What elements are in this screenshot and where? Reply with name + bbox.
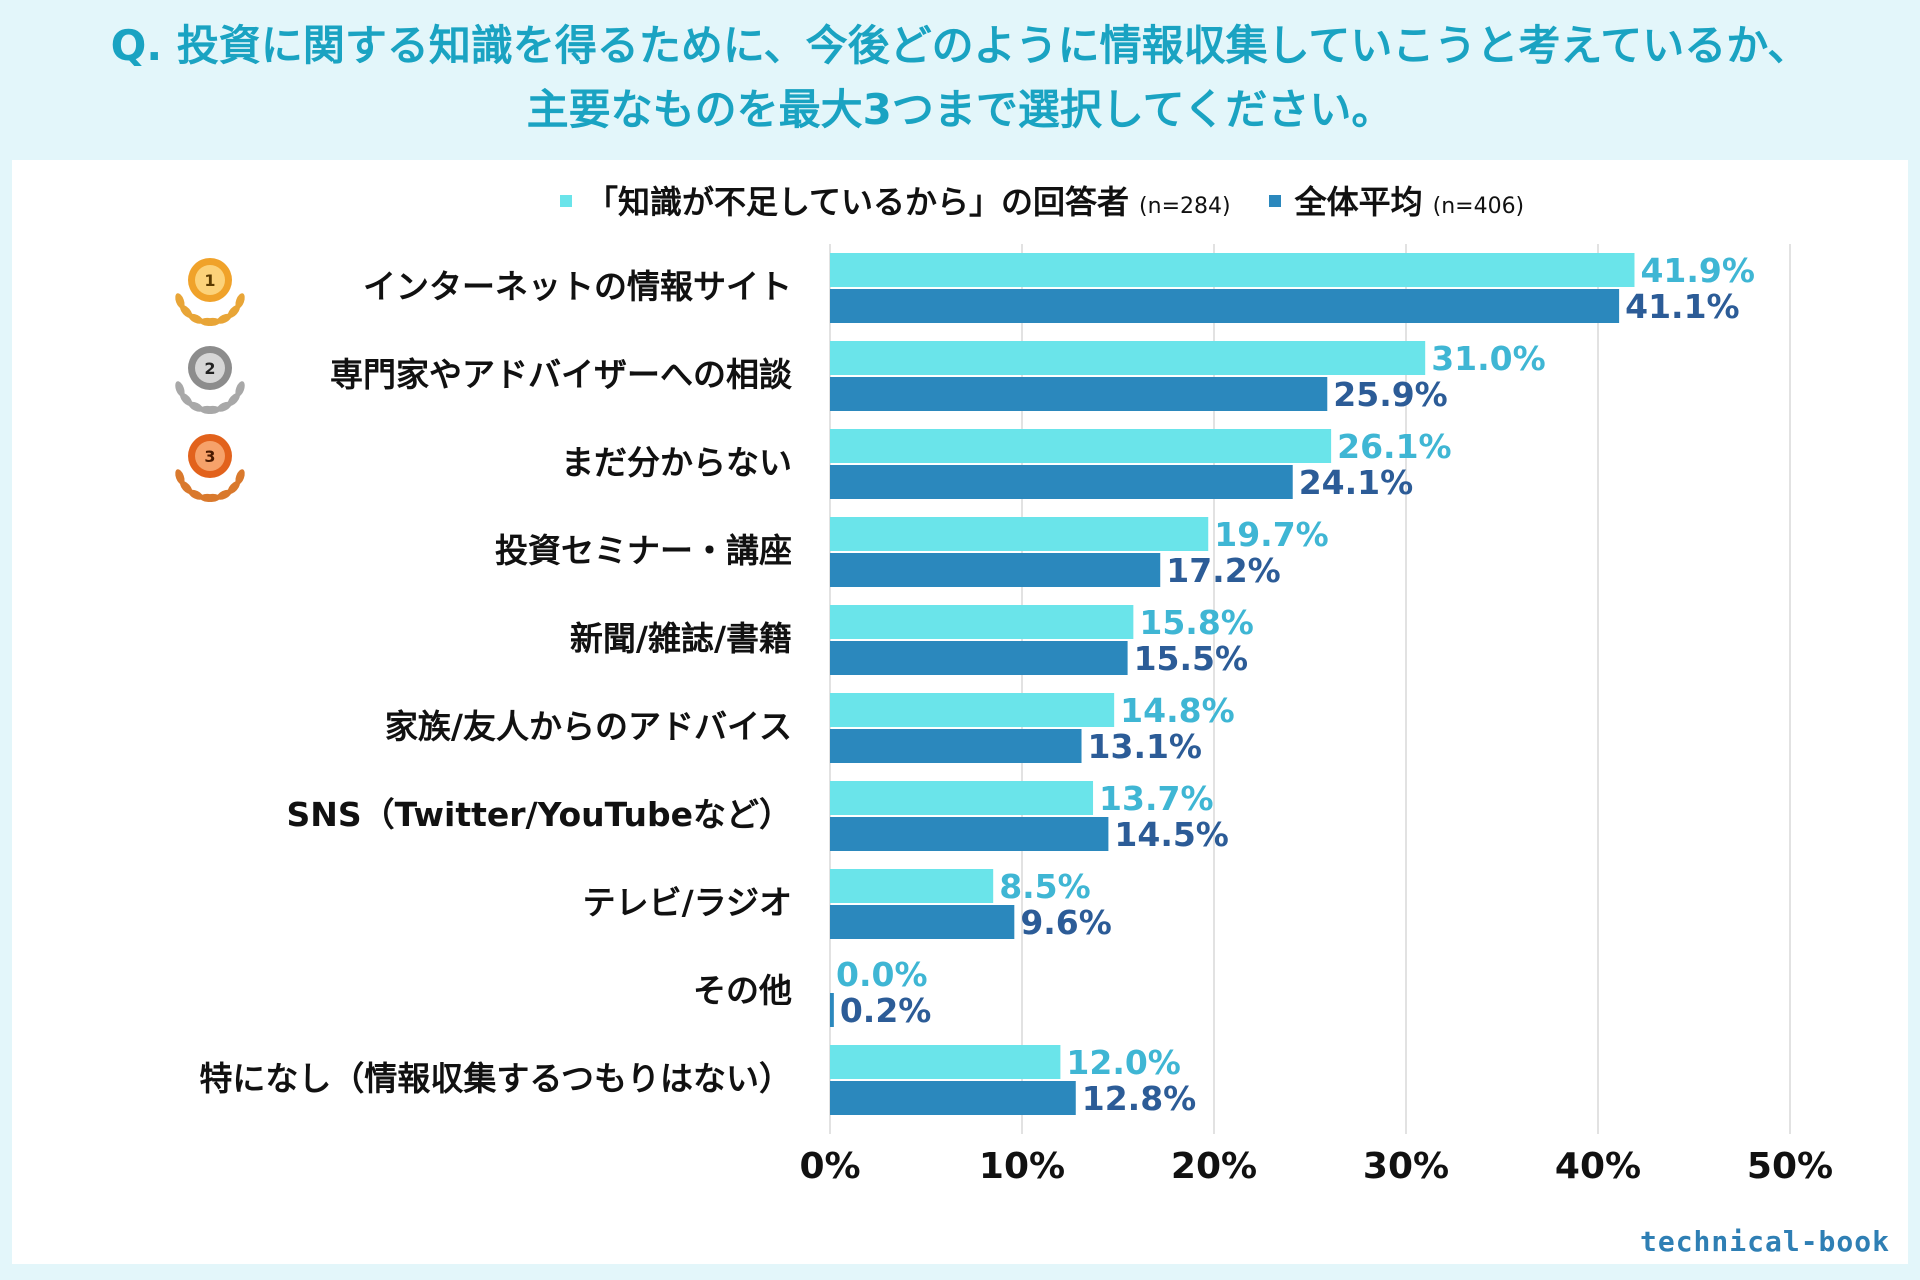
value-label-series2: 17.2% (1166, 551, 1281, 590)
wreath-leaf (235, 469, 245, 485)
wreath-leaf (204, 493, 221, 502)
x-tick-label: 0% (799, 1146, 860, 1187)
legend: 「知識が不足しているから」の回答者 (n=284) 全体平均 (n=406) (560, 175, 1524, 225)
value-label-series1: 15.8% (1139, 603, 1254, 642)
value-label-series2: 9.6% (1020, 903, 1112, 942)
value-label-series2: 12.8% (1082, 1079, 1197, 1118)
bar-series1 (830, 1045, 1061, 1079)
chart-title: Q. 投資に関する知識を得るために、今後どのように情報収集していこうと考えている… (0, 14, 1920, 142)
bar-series2 (830, 817, 1109, 851)
value-label-series1: 31.0% (1431, 339, 1546, 378)
bar-series2 (830, 1081, 1076, 1115)
bar-series1 (830, 517, 1209, 551)
wreath-leaf (235, 381, 245, 397)
value-label-series1: 19.7% (1214, 515, 1329, 554)
wreath-leaf (204, 405, 221, 414)
wreath-leaf (188, 401, 204, 412)
medal-rank: 2 (204, 359, 215, 378)
title-line-2: 主要なものを最大3つまで選択してください。 (526, 85, 1394, 134)
bar-series1 (830, 781, 1094, 815)
medal-inner (195, 353, 225, 383)
bar-series1 (830, 869, 994, 903)
bar-series2 (830, 729, 1082, 763)
value-label-series1: 12.0% (1066, 1043, 1181, 1082)
bar-series1 (830, 253, 1635, 287)
value-label-series2: 25.9% (1333, 375, 1448, 414)
x-tick-label: 30% (1363, 1146, 1449, 1187)
bar-series2 (830, 377, 1328, 411)
bar-series1 (830, 693, 1115, 727)
x-tick-label: 20% (1171, 1146, 1257, 1187)
medal-inner (195, 265, 225, 295)
wreath-leaf (175, 469, 185, 485)
legend-swatch-series1 (560, 195, 572, 207)
bar-series2 (830, 553, 1161, 587)
bar-series2 (830, 905, 1015, 939)
wreath-leaf (188, 313, 204, 324)
legend-label-series1: 「知識が不足しているから」の回答者 (586, 183, 1130, 221)
bar-series1 (830, 429, 1332, 463)
wreath-leaf (204, 317, 221, 326)
wreath-leaf (216, 313, 232, 324)
wreath-leaf (175, 293, 185, 309)
value-label-series2: 13.1% (1088, 727, 1203, 766)
legend-swatch-series2 (1268, 195, 1281, 207)
legend-item-series1: 「知識が不足しているから」の回答者 (n=284) (560, 177, 1231, 223)
silver-medal-icon: 2 (175, 346, 245, 414)
legend-n-series1: (n=284) (1139, 194, 1231, 219)
bar-series2 (830, 641, 1128, 675)
legend-item-series2: 全体平均 (n=406) (1268, 177, 1525, 223)
x-tick-label: 10% (979, 1146, 1065, 1187)
category-label: インターネットの情報サイト (363, 267, 792, 306)
category-label: 特になし（情報収集するつもりはない） (199, 1059, 792, 1098)
x-tick-label: 40% (1555, 1146, 1641, 1187)
legend-n-series2: (n=406) (1432, 194, 1525, 219)
value-label-series1: 41.9% (1640, 251, 1755, 290)
wreath-leaf (235, 293, 245, 309)
value-label-series2: 0.2% (840, 991, 932, 1030)
bar-series1 (830, 341, 1426, 375)
value-label-series2: 15.5% (1134, 639, 1249, 678)
category-label: 投資セミナー・講座 (495, 531, 792, 570)
wreath-leaf (188, 489, 204, 500)
x-tick-label: 50% (1747, 1146, 1833, 1187)
bar-series1 (830, 605, 1134, 639)
wreath-leaf (175, 381, 185, 397)
value-label-series2: 24.1% (1299, 463, 1414, 502)
brand-logo: technical-book (1639, 1225, 1890, 1258)
category-label: 家族/友人からのアドバイス (385, 707, 792, 746)
value-label-series1: 26.1% (1337, 427, 1452, 466)
wreath-leaf (216, 401, 232, 412)
value-label-series1: 0.0% (836, 955, 928, 994)
legend-label-series2: 全体平均 (1294, 183, 1423, 221)
category-label: まだ分からない (561, 443, 792, 482)
value-label-series2: 41.1% (1625, 287, 1740, 326)
medal-rank: 3 (204, 447, 215, 466)
value-label-series2: 14.5% (1114, 815, 1229, 854)
medal-rank: 1 (204, 271, 215, 290)
wreath-leaf (216, 489, 232, 500)
value-label-series1: 8.5% (999, 867, 1091, 906)
medal-inner (195, 441, 225, 471)
value-label-series1: 14.8% (1120, 691, 1235, 730)
bar-series2 (830, 289, 1620, 323)
title-line-1: Q. 投資に関する知識を得るために、今後どのように情報収集していこうと考えている… (110, 21, 1810, 70)
category-label: その他 (693, 971, 792, 1010)
bar-series2 (830, 465, 1293, 499)
bronze-medal-icon: 3 (175, 434, 245, 502)
category-label: 専門家やアドバイザーへの相談 (330, 355, 793, 394)
category-label: 新聞/雑誌/書籍 (570, 619, 792, 658)
category-label: SNS（Twitter/YouTubeなど） (286, 795, 792, 834)
category-label: テレビ/ラジオ (583, 883, 792, 922)
bar-series2 (830, 993, 834, 1027)
gold-medal-icon: 1 (175, 258, 245, 326)
value-label-series1: 13.7% (1099, 779, 1214, 818)
